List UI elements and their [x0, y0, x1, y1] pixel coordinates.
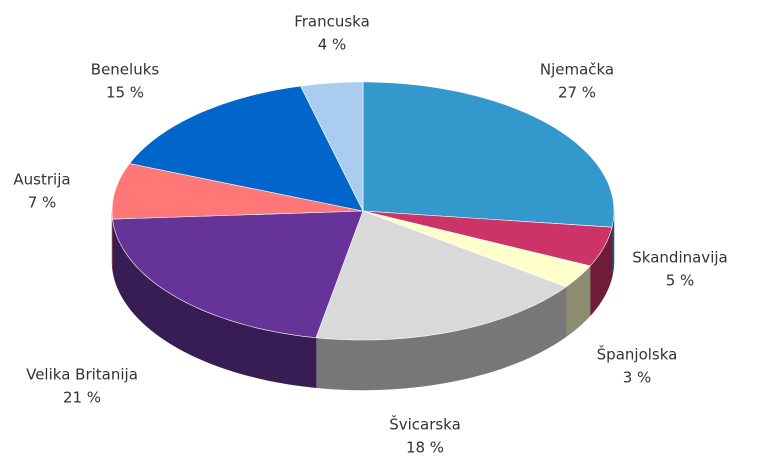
slice	[300, 81, 364, 212]
slice-value-label: 5 %	[666, 272, 695, 290]
slice-value-label: 7 %	[28, 194, 57, 212]
slice	[362, 81, 615, 228]
slice-label: Beneluks	[91, 61, 160, 79]
slice-value-label: 18 %	[406, 439, 444, 457]
slice-value-label: 3 %	[623, 369, 652, 387]
slice-label: Francuska	[294, 13, 370, 31]
slice-label: Austrija	[13, 171, 70, 189]
slice-label: Velika Britanija	[26, 366, 138, 384]
slice	[315, 210, 567, 341]
slice-value-label: 4 %	[318, 36, 347, 54]
slice	[111, 163, 364, 220]
slice-label: Njemačka	[540, 61, 614, 79]
slice	[112, 210, 364, 339]
slice-value-label: 21 %	[63, 389, 101, 407]
slice-value-label: 27 %	[558, 84, 596, 102]
slice-value-label: 15 %	[106, 84, 144, 102]
slice-label: Skandinavija	[632, 249, 727, 267]
slice-label: Španjolska	[597, 345, 678, 364]
slice	[362, 210, 613, 267]
slice-label: Švicarska	[389, 415, 461, 434]
slice	[362, 210, 591, 288]
slice	[129, 85, 364, 212]
